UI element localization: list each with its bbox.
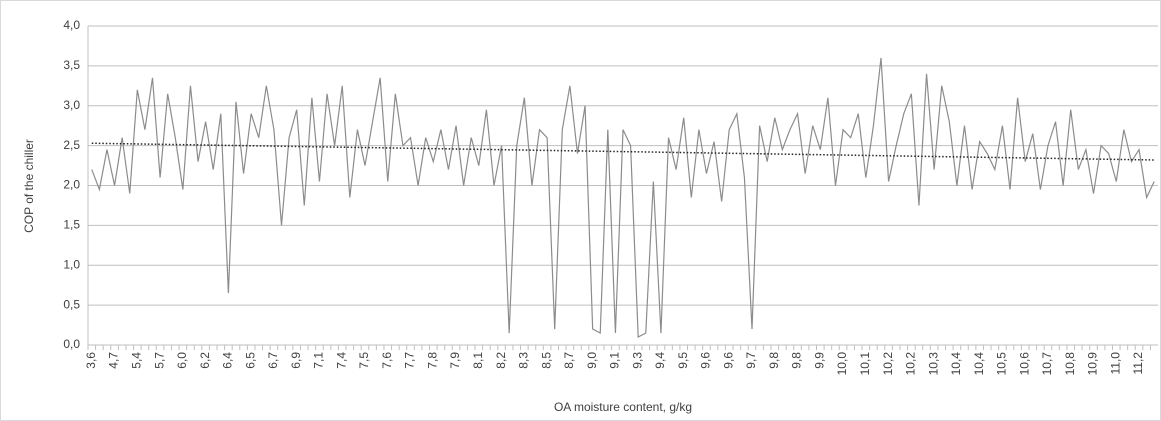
x-tick-label: 6,5 (243, 352, 257, 369)
y-tick-label: 3,5 (63, 58, 80, 72)
x-tick-label: 9,6 (699, 352, 713, 369)
y-tick-label: 1,5 (63, 218, 80, 232)
x-tick-label: 10,5 (995, 352, 1009, 376)
x-tick-label: 7,4 (334, 352, 348, 369)
x-tick-label: 10,8 (1063, 352, 1077, 376)
y-tick-label: 2,0 (63, 178, 80, 192)
x-tick-label: 10,4 (949, 352, 963, 376)
x-tick-label: 5,7 (152, 352, 166, 369)
x-tick-label: 8,7 (562, 352, 576, 369)
x-tick-label: 6,0 (175, 352, 189, 369)
x-tick-label: 10,2 (904, 352, 918, 376)
x-tick-label: 7,1 (312, 352, 326, 369)
y-tick-label: 1,0 (63, 257, 80, 271)
x-tick-label: 9,8 (790, 352, 804, 369)
x-tick-label: 8,3 (517, 352, 531, 369)
x-tick-label: 11,2 (1131, 352, 1145, 375)
x-tick-label: 7,6 (380, 352, 394, 369)
x-tick-label: 10,0 (835, 352, 849, 376)
x-tick-label: 6,4 (221, 352, 235, 369)
x-tick-label: 8,1 (471, 352, 485, 369)
x-tick-label: 11,0 (1108, 352, 1122, 375)
y-tick-label: 2,5 (63, 138, 80, 152)
x-tick-label: 7,9 (448, 352, 462, 369)
x-tick-label: 10,7 (1040, 352, 1054, 376)
x-tick-label: 7,7 (403, 352, 417, 369)
x-tick-label: 9,9 (812, 352, 826, 369)
x-tick-label: 9,0 (585, 352, 599, 369)
y-tick-label: 0,5 (63, 297, 80, 311)
y-tick-label: 3,0 (63, 98, 80, 112)
x-tick-label: 9,4 (653, 352, 667, 369)
x-tick-label: 10,9 (1086, 352, 1100, 376)
x-axis-label: OA moisture content, g/kg (554, 400, 692, 414)
x-tick-label: 6,9 (289, 352, 303, 369)
x-tick-label: 9,8 (767, 352, 781, 369)
x-tick-label: 10,1 (858, 352, 872, 376)
y-tick-label: 4,0 (63, 18, 80, 32)
data-line (91, 57, 1155, 338)
x-tick-label: 9,7 (744, 352, 758, 369)
x-tick-label: 9,1 (608, 352, 622, 369)
x-tick-label: 9,5 (676, 352, 690, 369)
x-tick-label: 10,2 (881, 352, 895, 376)
x-tick-label: 8,5 (539, 352, 553, 369)
x-tick-label: 6,7 (266, 352, 280, 369)
x-tick-label: 5,4 (129, 352, 143, 369)
x-tick-label: 7,5 (357, 352, 371, 369)
x-tick-label: 6,2 (198, 352, 212, 369)
x-tick-label: 10,3 (926, 352, 940, 376)
x-tick-label: 10,6 (1017, 352, 1031, 376)
x-tick-label: 3,6 (84, 352, 98, 369)
x-tick-label: 4,7 (107, 352, 121, 369)
x-tick-label: 9,6 (721, 352, 735, 369)
x-tick-label: 10,4 (972, 352, 986, 376)
y-axis-label: COP of the chiller (22, 139, 36, 233)
x-tick-label: 7,8 (425, 352, 439, 369)
x-tick-label: 9,3 (630, 352, 644, 369)
y-tick-label: 0,0 (63, 337, 80, 351)
x-tick-label: 8,2 (494, 352, 508, 369)
